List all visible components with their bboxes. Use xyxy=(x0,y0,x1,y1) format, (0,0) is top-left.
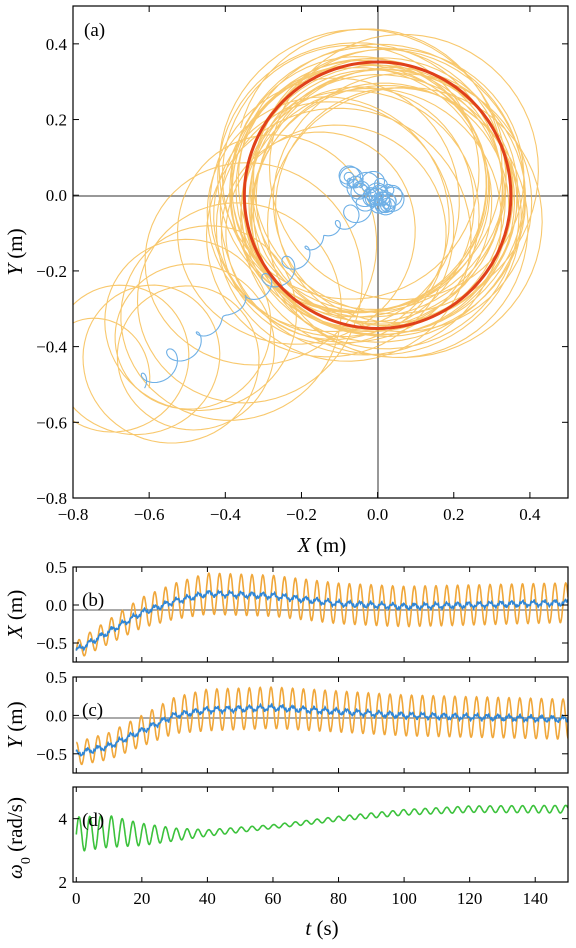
panel-d-green-series xyxy=(75,804,568,852)
panel-d: 2 4 0 20 40 60 80 100 120 140 (d) ω0 (rad/s) t (… xyxy=(3,786,569,940)
x-tick-label: 140 xyxy=(522,889,548,908)
panel-c: −0.5 0.0 0.5 (c) Y (m) xyxy=(3,668,569,774)
y-tick-label: 0.0 xyxy=(46,186,67,205)
x-tick-label: −0.4 xyxy=(210,505,241,524)
y-tick-label: 0.4 xyxy=(46,35,68,54)
panel-b-label: (b) xyxy=(82,590,104,611)
panel-d-label: (d) xyxy=(82,810,104,831)
panel-c-blue-series xyxy=(75,702,568,757)
panel-a: −0.8 −0.6 −0.4 −0.2 0.0 0.2 0.4 −0.8−0.6−0.4−0… xyxy=(3,5,569,557)
x-tick-label: 100 xyxy=(391,889,417,908)
y-tick-label: −0.6 xyxy=(36,413,67,432)
y-tick-label: 2 xyxy=(59,873,68,892)
x-tick-label: 0.0 xyxy=(367,505,388,524)
reference-circle xyxy=(242,60,513,330)
panel-a-frame xyxy=(72,5,569,499)
panel-a-label: (a) xyxy=(84,20,105,41)
panel-b-orange-series xyxy=(75,572,568,657)
x-tick-label: 120 xyxy=(457,889,483,908)
x-tick-label: 0.4 xyxy=(519,505,541,524)
y-tick-label: −0.4 xyxy=(36,338,67,357)
x-tick-label: 20 xyxy=(133,889,150,908)
x-tick-label: 60 xyxy=(264,889,281,908)
panel-c-y-axis-label: Y (m) xyxy=(3,701,27,748)
y-tick-label: −0.8 xyxy=(36,489,67,508)
panel-d-x-axis-label: t (s) xyxy=(305,916,338,940)
x-tick-label: 40 xyxy=(199,889,216,908)
y-tick-label: −0.5 xyxy=(36,634,67,653)
x-tick-label: 0 xyxy=(72,889,81,908)
panel-a-y-ticks: −0.8 −0.6 −0.4 −0.2 0.0 0.2 0.4 xyxy=(36,35,568,508)
panel-b-y-axis-label: X (m) xyxy=(3,590,27,639)
y-tick-label: −0.2 xyxy=(36,262,67,281)
panel-b-x-ticks xyxy=(75,567,536,662)
panel-a-x-ticks: −0.8 −0.6 −0.4 −0.2 0.0 0.2 0.4 xyxy=(58,6,541,524)
x-tick-label: −0.2 xyxy=(286,505,317,524)
panel-a-x-axis-label: X (m) xyxy=(297,533,346,557)
x-tick-label: 80 xyxy=(330,889,347,908)
panel-b-frame xyxy=(72,566,569,663)
x-tick-label: −0.6 xyxy=(134,505,165,524)
panel-a-y-axis-label: Y (m) xyxy=(3,228,27,275)
y-tick-label: 0.2 xyxy=(46,111,67,130)
y-tick-label: 0.5 xyxy=(46,558,67,577)
panel-d-frame xyxy=(72,786,569,883)
panel-d-x-ticks: 0 20 40 60 80 100 120 140 xyxy=(72,787,548,908)
x-tick-label: 0.2 xyxy=(443,505,464,524)
y-tick-label: 4 xyxy=(59,810,68,829)
panel-c-x-ticks xyxy=(75,677,536,773)
y-tick-label: −0.5 xyxy=(36,745,67,764)
y-tick-label: 0.5 xyxy=(46,668,67,687)
panel-b-y-ticks: −0.5 0.0 0.5 xyxy=(36,558,568,653)
panel-d-y-axis-label: ω0 (rad/s) xyxy=(3,797,34,879)
panel-c-frame xyxy=(72,676,569,774)
panel-c-label: (c) xyxy=(82,700,103,721)
x-tick-label: −0.8 xyxy=(58,505,89,524)
panel-b: −0.5 0.0 0.5 (b) X (m) xyxy=(3,558,569,663)
panel-b-blue-series xyxy=(75,589,568,652)
panel-c-y-ticks: −0.5 0.0 0.5 xyxy=(36,668,568,764)
y-tick-label: 0.0 xyxy=(46,596,67,615)
blue-trajectory xyxy=(140,165,405,389)
orange-trajectory xyxy=(73,28,543,444)
panel-c-orange-series xyxy=(75,685,568,766)
y-tick-label: 0.0 xyxy=(46,706,67,725)
